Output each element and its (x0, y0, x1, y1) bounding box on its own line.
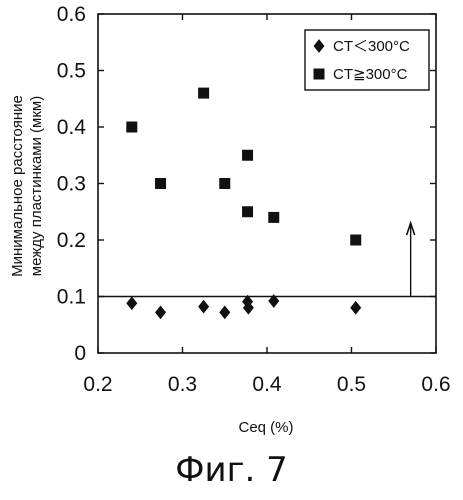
scatter-chart: 0.2 0.3 0.4 0.5 0.6 0 0.1 0.2 0.3 0.4 0.5 0.6 CT＜3… (9, 3, 451, 436)
square-data-point (198, 87, 210, 99)
x-tick-label: 0.3 (168, 373, 197, 396)
diamond-data-point (126, 296, 138, 311)
square-data-point (242, 149, 254, 161)
y-axis-title-line: Минимальное расстояние (9, 95, 26, 277)
y-tick-label: 0.4 (57, 116, 87, 139)
square-data-point (126, 121, 138, 133)
reference-line-group (98, 220, 436, 298)
y-axis-ticks: 0 0.1 0.2 0.3 0.4 0.5 0.6 (57, 3, 436, 365)
square-data-point (219, 178, 231, 189)
legend-label: CT≧300°C (333, 66, 408, 83)
y-tick-label: 0.5 (57, 60, 86, 83)
diamond-data-point (155, 305, 167, 320)
x-axis-ticks: 0.2 0.3 0.4 0.5 0.6 (83, 14, 451, 396)
arrow-head (405, 220, 416, 236)
y-tick-label: 0.1 (57, 286, 86, 309)
x-tick-label: 0.6 (421, 373, 450, 396)
square-data-point (155, 178, 167, 189)
y-axis-title-line: между пластинками (мкм) (28, 96, 45, 276)
x-tick-label: 0.2 (83, 373, 112, 396)
x-axis-title: Ceq (%) (238, 419, 293, 436)
square-data-point (350, 234, 362, 246)
diamond-data-point (268, 294, 280, 308)
square-data-point (242, 206, 254, 218)
legend: CT＜300°C CT≧300°C (304, 29, 430, 91)
diamond-data-point (350, 300, 362, 315)
x-tick-label: 0.4 (252, 373, 282, 396)
x-tick-label: 0.5 (337, 373, 366, 396)
data-points (126, 87, 362, 320)
diamond-data-point (242, 300, 254, 315)
y-tick-label: 0 (74, 342, 86, 365)
diamond-data-point (219, 305, 231, 320)
diamond-data-point (198, 299, 210, 314)
y-tick-label: 0.6 (57, 3, 86, 26)
y-tick-label: 0.2 (57, 229, 86, 252)
y-tick-label: 0.3 (57, 173, 86, 196)
legend-box (304, 29, 430, 91)
legend-diamond-marker (313, 39, 325, 53)
square-data-point (268, 211, 280, 223)
legend-label: CT＜300°C (333, 38, 410, 55)
legend-square-marker (313, 68, 325, 80)
figure-caption: Фиг. 7 (175, 450, 288, 490)
y-axis-title: Минимальное расстояние между пластинками … (9, 95, 45, 277)
